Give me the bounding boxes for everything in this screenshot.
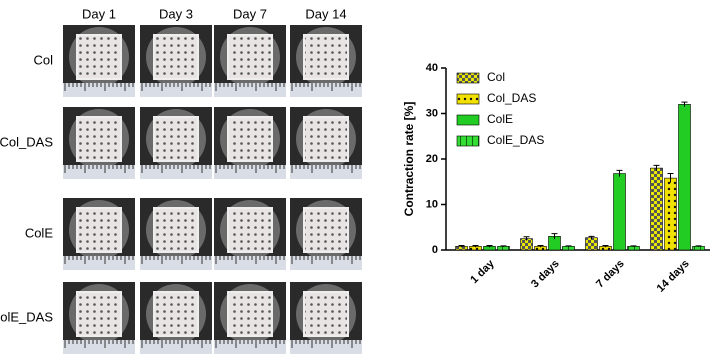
bar	[497, 246, 510, 251]
bar	[613, 173, 626, 251]
photo	[214, 282, 286, 354]
error-bar	[653, 164, 660, 171]
error-bar	[588, 235, 595, 240]
legend-label: ColE_DAS	[487, 133, 544, 147]
error-bar	[695, 245, 702, 247]
legend-label: ColE	[487, 112, 513, 126]
photo	[290, 198, 362, 270]
legend-swatch	[456, 114, 480, 126]
error-bar	[486, 244, 493, 248]
photo	[214, 198, 286, 270]
row-label: ColE	[25, 225, 54, 240]
bar	[692, 246, 705, 251]
y-tick-label: 30	[426, 107, 438, 119]
error-bar	[458, 244, 465, 248]
photo	[214, 25, 286, 97]
photo	[63, 198, 135, 270]
y-tick-label: 40	[426, 62, 438, 74]
chart: 0 10 20 30 40 Contraction rate [%] 1 day 3 days…	[402, 62, 710, 295]
error-bar	[551, 233, 558, 240]
legend-label: Col	[487, 70, 505, 84]
photo	[290, 282, 362, 354]
column-label: Day 7	[233, 6, 267, 21]
error-bar	[472, 244, 479, 248]
y-axis-label: Contraction rate [%]	[402, 102, 416, 217]
error-bar	[565, 245, 572, 247]
photo	[214, 107, 286, 179]
row-label: Col_DAS	[0, 134, 53, 149]
legend-swatch	[456, 135, 480, 147]
y-tick-label: 20	[426, 153, 438, 165]
error-bar	[616, 169, 623, 177]
photo	[290, 107, 362, 179]
photo	[290, 25, 362, 97]
bar	[664, 177, 677, 251]
x-tick-label: 3 days	[529, 258, 562, 291]
error-bar	[523, 236, 530, 241]
photo	[140, 25, 212, 97]
legend-label: Col_DAS	[487, 91, 536, 105]
photo-grid: Day 1 Day 3 Day 7 Day 14 Col Col_DAS ColE ColE_…	[0, 6, 362, 354]
row-label: ColE_DAS	[0, 309, 53, 324]
photo	[140, 198, 212, 270]
error-bar	[630, 245, 637, 247]
photo	[63, 25, 135, 97]
legend-swatch	[456, 93, 480, 105]
photo	[63, 282, 135, 354]
bar	[678, 104, 691, 251]
error-bar	[667, 173, 674, 183]
column-label: Day 3	[159, 6, 193, 21]
column-label: Day 1	[82, 6, 116, 21]
column-label: Day 14	[305, 6, 346, 21]
bar	[585, 237, 598, 251]
photo	[63, 107, 135, 179]
y-tick-label: 10	[426, 198, 438, 210]
bar	[650, 167, 663, 251]
photo	[140, 282, 212, 354]
y-tick-label: 0	[432, 244, 438, 256]
error-bar	[537, 244, 544, 248]
x-tick-label: 14 days	[655, 258, 692, 295]
x-tick-label: 7 days	[594, 258, 627, 291]
x-tick-label: 1 day	[468, 257, 497, 286]
error-bar	[602, 244, 609, 248]
error-bar	[681, 101, 688, 107]
photo	[140, 107, 212, 179]
bar	[627, 246, 640, 251]
legend-swatch	[456, 72, 480, 84]
row-label: Col	[33, 52, 53, 67]
error-bar	[500, 245, 507, 247]
bar	[562, 246, 575, 251]
